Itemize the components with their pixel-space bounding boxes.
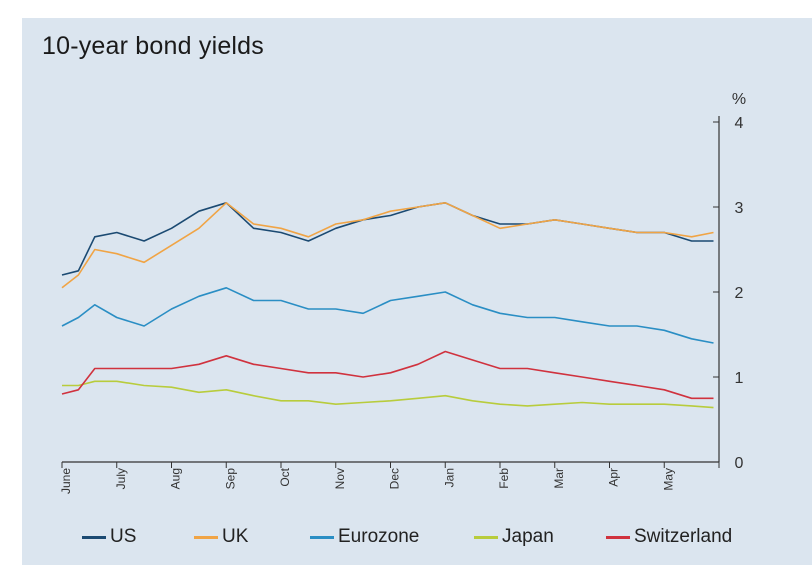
legend-item-us: US [82, 526, 136, 548]
legend-item-eurozone: Eurozone [310, 526, 419, 548]
line-chart: 0 1 2 3 4% June July Aug Sep Oct Nov Dec Jan Feb Mar Ap… [59, 91, 746, 494]
x-tick-label: Oct [278, 467, 292, 486]
x-tick-label: Aug [169, 468, 183, 489]
legend: US UK Eurozone Japan Switzerland [22, 526, 812, 554]
chart-panel: 10-year bond yields 0 1 2 3 4% June July Aug Sep… [22, 18, 812, 565]
legend-swatch [474, 535, 498, 539]
legend-swatch [194, 535, 218, 539]
x-tick-label: Sep [223, 468, 237, 490]
legend-label: UK [222, 526, 249, 547]
y-tick-label: 4 [735, 115, 744, 132]
x-tick-label: Nov [333, 468, 347, 489]
x-tick-label: June [59, 468, 73, 494]
y-tick-label: 0 [735, 455, 744, 472]
legend-label: US [110, 526, 137, 547]
x-tick-label: July [114, 468, 128, 489]
series-line-switzerland [61, 350, 714, 400]
x-tick-label: Dec [388, 468, 402, 489]
y-tick-label: 1 [735, 370, 744, 387]
legend-item-japan: Japan [474, 526, 554, 548]
legend-swatch [606, 535, 630, 539]
series-line-uk [61, 202, 714, 289]
y-tick-label: 2 [735, 285, 744, 302]
legend-item-switzerland: Switzerland [606, 526, 732, 548]
legend-label: Switzerland [634, 526, 733, 547]
series-line-us [61, 202, 714, 276]
y-axis-unit: % [732, 91, 746, 108]
x-tick-label: May [661, 468, 675, 491]
x-tick-label: Apr [607, 468, 621, 487]
legend-item-uk: UK [194, 526, 248, 548]
legend-swatch [82, 535, 106, 539]
legend-label: Eurozone [338, 526, 420, 547]
x-tick-label: Jan [442, 468, 456, 487]
series-line-eurozone [61, 286, 714, 344]
legend-swatch [310, 535, 334, 539]
series-line-japan [62, 380, 714, 409]
x-tick-label: Mar [552, 468, 566, 489]
legend-label: Japan [502, 526, 554, 547]
y-tick-label: 3 [735, 200, 744, 217]
x-tick-label: Feb [497, 468, 511, 489]
chart-title: 10-year bond yields [42, 32, 264, 60]
